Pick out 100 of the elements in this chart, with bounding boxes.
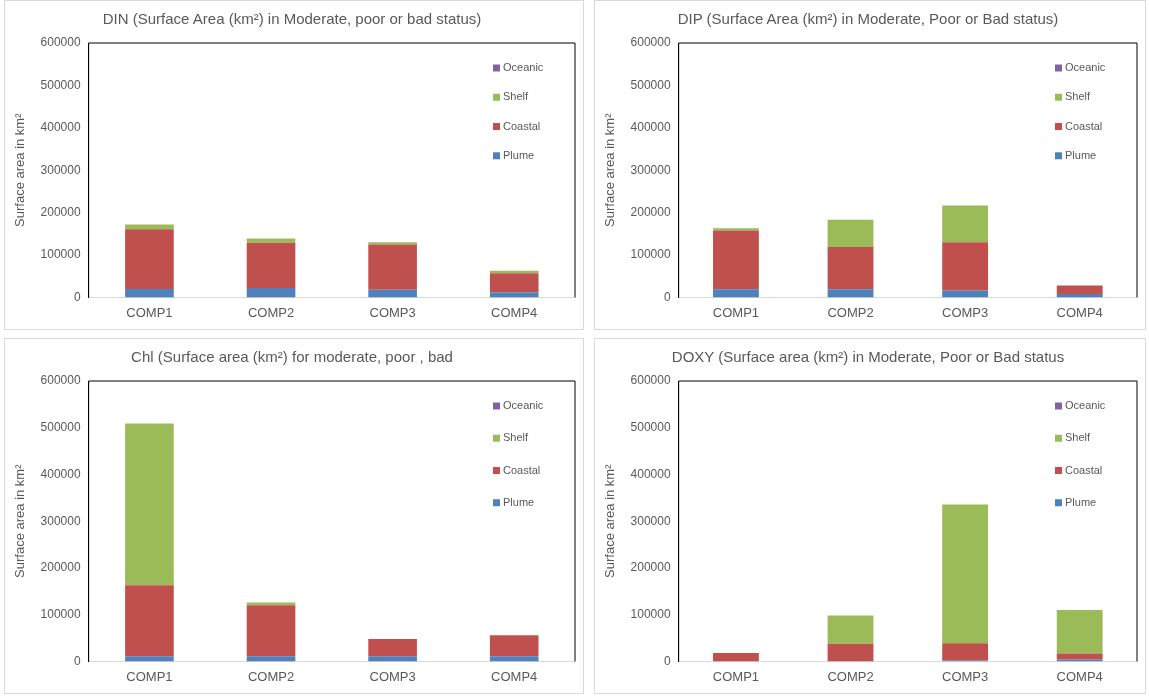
y-tick-label: 600000 <box>40 35 81 50</box>
x-tick-label: COMP2 <box>247 304 295 320</box>
x-tick-label: COMP1 <box>126 304 173 320</box>
y-tick-label: 400000 <box>630 466 671 481</box>
bar <box>368 244 417 290</box>
x-tick-label: COMP1 <box>712 668 760 684</box>
x-tick-label: COMP4 <box>1056 668 1103 684</box>
bar <box>1056 609 1103 653</box>
bar <box>125 224 174 230</box>
x-tick-label: COMP1 <box>712 304 760 320</box>
y-axis-title: Surface area in km² <box>12 463 28 578</box>
y-tick-label: 200000 <box>630 204 671 219</box>
y-tick-label: 400000 <box>40 120 81 135</box>
y-tick-label: 100000 <box>40 247 81 262</box>
bar <box>125 423 174 585</box>
bar <box>827 219 874 247</box>
bar <box>489 292 539 298</box>
bar <box>368 289 417 298</box>
bar <box>246 604 296 656</box>
bar <box>125 584 174 656</box>
y-tick-label: 400000 <box>40 466 81 481</box>
y-tick-label: 300000 <box>630 513 671 528</box>
bar <box>489 655 539 661</box>
x-tick-label: COMP3 <box>369 668 416 684</box>
legend-label: Plume <box>1065 495 1097 508</box>
chart-title: DOXY (Surface area (km²) in Moderate, Poor or Bad status <box>671 347 1065 365</box>
bar <box>125 229 174 289</box>
y-tick-label: 500000 <box>40 419 81 434</box>
bar <box>246 242 296 289</box>
bar <box>942 642 989 660</box>
y-axis-title: Surface area in km² <box>602 112 618 227</box>
y-tick-label: 0 <box>663 289 671 304</box>
y-tick-label: 600000 <box>40 372 81 387</box>
bar <box>368 638 417 656</box>
bar <box>827 615 874 644</box>
bar <box>827 246 874 290</box>
bar <box>1056 652 1103 660</box>
y-tick-label: 200000 <box>630 559 671 574</box>
y-axis-title: Surface area in km² <box>602 463 618 578</box>
x-tick-label: COMP1 <box>126 668 173 684</box>
legend-label: Shelf <box>1065 430 1092 443</box>
legend-label: Shelf <box>503 90 530 103</box>
bar <box>827 643 874 661</box>
legend-label: Oceanic <box>1065 398 1106 411</box>
x-tick-label: COMP4 <box>1056 304 1103 320</box>
bar <box>368 655 417 661</box>
legend-label: Coastal <box>503 463 541 476</box>
y-axis-title: Surface area in km² <box>12 112 28 227</box>
x-tick-label: COMP3 <box>942 668 989 684</box>
y-tick-label: 500000 <box>40 77 81 92</box>
bar <box>246 238 296 243</box>
y-tick-label: 100000 <box>630 606 671 621</box>
legend-label: Oceanic <box>1065 61 1106 74</box>
bar <box>942 242 989 291</box>
y-tick-label: 300000 <box>40 162 81 177</box>
x-tick-label: COMP3 <box>369 304 416 320</box>
bar <box>713 652 759 661</box>
legend-label: Oceanic <box>503 398 544 411</box>
y-tick-label: 100000 <box>630 247 671 262</box>
chart-title: DIN (Surface Area (km²) in Moderate, poor or bad status) <box>102 10 482 28</box>
x-tick-label: COMP3 <box>942 304 989 320</box>
bar <box>713 230 759 290</box>
bar <box>713 228 759 231</box>
y-tick-label: 0 <box>73 653 81 668</box>
x-tick-label: COMP2 <box>247 668 295 684</box>
bar <box>368 242 417 245</box>
bar <box>246 655 296 661</box>
chart-title: DIP (Surface Area (km²) in Moderate, Poor or Bad status) <box>677 10 1059 28</box>
y-tick-label: 400000 <box>630 120 671 135</box>
bar <box>1056 285 1103 295</box>
legend-label: Plume <box>1065 148 1097 161</box>
y-tick-label: 300000 <box>40 513 81 528</box>
legend-label: Coastal <box>1065 463 1103 476</box>
bar <box>489 273 539 293</box>
y-tick-label: 600000 <box>630 35 671 50</box>
y-tick-label: 300000 <box>630 162 671 177</box>
legend-label: Coastal <box>503 119 541 132</box>
y-tick-label: 200000 <box>40 559 81 574</box>
legend-label: Shelf <box>503 430 530 443</box>
y-tick-label: 0 <box>663 653 671 668</box>
y-tick-label: 600000 <box>630 372 671 387</box>
bar <box>942 205 989 243</box>
chart-title: Chl (Surface area (km²) for moderate, poor , bad <box>131 347 453 365</box>
bar <box>125 288 174 298</box>
bar <box>942 503 989 643</box>
y-tick-label: 0 <box>73 289 81 304</box>
x-tick-label: COMP2 <box>827 304 874 320</box>
bar <box>125 655 174 661</box>
y-tick-label: 500000 <box>630 77 671 92</box>
x-tick-label: COMP4 <box>491 304 538 320</box>
y-tick-label: 100000 <box>40 606 81 621</box>
bar <box>827 289 874 298</box>
bar <box>713 289 759 298</box>
x-tick-label: COMP4 <box>491 668 538 684</box>
legend-label: Coastal <box>1065 119 1103 132</box>
y-tick-label: 200000 <box>40 204 81 219</box>
x-tick-label: COMP2 <box>827 668 874 684</box>
legend-label: Oceanic <box>503 61 544 74</box>
legend-label: Plume <box>503 495 535 508</box>
y-tick-label: 500000 <box>630 419 671 434</box>
